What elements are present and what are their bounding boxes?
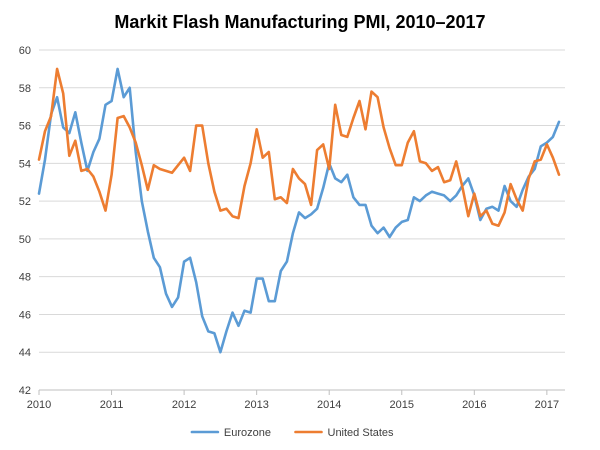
y-tick-label: 58 [19,83,31,95]
legend-item-eurozone: Eurozone [190,427,271,439]
x-tick-label: 2011 [100,399,124,411]
y-tick-label: 50 [19,234,31,246]
legend-item-united-states: United States [294,427,395,439]
y-tick-label: 54 [19,158,31,170]
y-tick-label: 46 [19,309,31,321]
x-axis-tick-labels: 2010 2011 2012 2013 2014 2015 2016 2017 [27,390,559,411]
x-tick-label: 2014 [317,399,341,411]
legend: Eurozone United States [190,427,395,439]
series-line-united-states [37,67,561,227]
y-tick-label: 42 [19,385,31,397]
gridlines [39,49,565,353]
legend-label: United States [328,427,395,439]
x-tick-label: 2015 [390,399,414,411]
chart-title: Markit Flash Manufacturing PMI, 2010–201… [114,12,485,32]
y-tick-label: 44 [19,347,31,359]
legend-label: Eurozone [224,427,271,439]
x-tick-label: 2010 [27,399,51,411]
series-line-eurozone [37,67,561,354]
x-tick-label: 2012 [172,399,196,411]
y-tick-label: 56 [19,121,31,133]
y-tick-label: 48 [19,272,31,284]
x-tick-label: 2016 [462,399,486,411]
x-tick-label: 2017 [535,399,559,411]
y-tick-label: 60 [19,45,31,57]
y-axis-tick-labels: 42 44 46 48 50 52 54 56 58 60 [19,45,31,397]
x-tick-label: 2013 [244,399,268,411]
y-tick-label: 52 [19,196,31,208]
series-lines [37,67,561,354]
